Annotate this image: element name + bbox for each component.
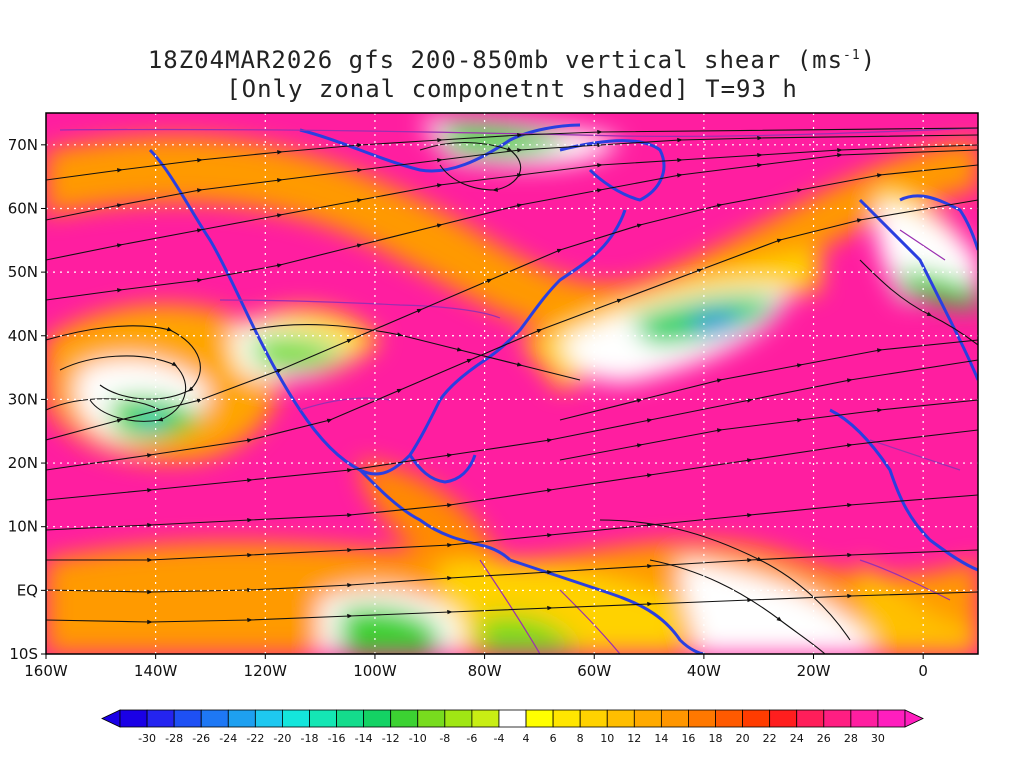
lat-tick-label: 10N bbox=[8, 518, 38, 536]
colorbar-box bbox=[606, 709, 635, 728]
colorbar-box bbox=[227, 709, 256, 728]
colorbar-label: 14 bbox=[654, 732, 668, 745]
colorbar-left-arrow bbox=[101, 709, 121, 728]
colorbar: -30 -28 -26 -24 -22 -20 -18 -16 -14 -12 -10 -8 -6 -4 4… bbox=[101, 709, 924, 745]
colorbar-label: -16 bbox=[328, 732, 346, 745]
colorbar-label: -28 bbox=[165, 732, 183, 745]
lat-tick-label: 60N bbox=[8, 199, 38, 217]
colorbar-box bbox=[823, 709, 852, 728]
lon-tick-label: 120W bbox=[244, 662, 288, 680]
colorbar-box bbox=[336, 709, 365, 728]
lat-tick-label: 10S bbox=[9, 645, 38, 663]
lat-tick-label: 20N bbox=[8, 454, 38, 472]
colorbar-box bbox=[769, 709, 798, 728]
lat-tick-label: 70N bbox=[8, 136, 38, 154]
colorbar-box bbox=[715, 709, 743, 728]
lat-tick-label: 40N bbox=[8, 327, 38, 345]
colorbar-right-arrow bbox=[904, 709, 924, 728]
colorbar-label: -24 bbox=[219, 732, 237, 745]
colorbar-box bbox=[119, 709, 148, 728]
lon-axis: 160W 140W 120W 100W 80W 60W 40W 20W 0 bbox=[24, 654, 928, 680]
colorbar-box bbox=[688, 709, 716, 728]
map-frame bbox=[45, 112, 979, 655]
colorbar-box bbox=[254, 709, 283, 728]
title-superscript: -1 bbox=[843, 48, 861, 63]
colorbar-box bbox=[390, 709, 419, 728]
figure-title: 18Z04MAR2026 gfs 200-850mb vertical shea… bbox=[0, 46, 1024, 74]
colorbar-box bbox=[498, 709, 527, 728]
colorbar-label: 4 bbox=[523, 732, 530, 745]
lat-grid bbox=[46, 144, 978, 591]
colorbar-label: 20 bbox=[736, 732, 750, 745]
colorbar-box bbox=[877, 709, 906, 728]
colorbar-label: -22 bbox=[246, 732, 264, 745]
colorbar-label: 6 bbox=[550, 732, 557, 745]
lon-tick-label: 20W bbox=[797, 662, 831, 680]
lon-tick-label: 140W bbox=[134, 662, 178, 680]
colorbar-label: 28 bbox=[844, 732, 858, 745]
colorbar-label: 24 bbox=[790, 732, 804, 745]
lon-tick-label: 100W bbox=[353, 662, 397, 680]
colorbar-label: 10 bbox=[600, 732, 614, 745]
colorbar-box bbox=[444, 709, 473, 728]
lon-tick-label: 160W bbox=[24, 662, 68, 680]
colorbar-label: 18 bbox=[709, 732, 723, 745]
colorbar-box bbox=[417, 709, 446, 728]
colorbar-label: -20 bbox=[273, 732, 291, 745]
figure-subtitle: [Only zonal componetnt shaded] T=93 h bbox=[226, 75, 798, 103]
colorbar-label: 16 bbox=[681, 732, 695, 745]
colorbar-label: 8 bbox=[577, 732, 584, 745]
lat-axis: 70N 60N 50N 40N 30N 20N 10N EQ 10S bbox=[8, 136, 46, 663]
colorbar-label: -4 bbox=[493, 732, 504, 745]
colorbar-box bbox=[282, 709, 310, 728]
map-panel bbox=[46, 113, 978, 654]
colorbar-box bbox=[552, 709, 581, 728]
colorbar-label: -10 bbox=[409, 732, 427, 745]
colorbar-label: 26 bbox=[817, 732, 831, 745]
lat-tick-label: 50N bbox=[8, 263, 38, 281]
colorbar-label: -14 bbox=[355, 732, 373, 745]
colorbar-box bbox=[660, 709, 689, 728]
lat-tick-label: EQ bbox=[17, 581, 38, 599]
title-prefix: 18Z04MAR2026 gfs 200-850mb vertical shea… bbox=[147, 46, 844, 74]
colorbar-label: -12 bbox=[382, 732, 400, 745]
streamlines bbox=[46, 127, 978, 654]
colorbar-box bbox=[173, 709, 202, 728]
lon-tick-label: 0 bbox=[918, 662, 928, 680]
lon-tick-label: 60W bbox=[577, 662, 611, 680]
colorbar-label: -6 bbox=[466, 732, 477, 745]
colorbar-label: -18 bbox=[300, 732, 318, 745]
colorbar-label: -26 bbox=[192, 732, 210, 745]
colorbar-box bbox=[525, 709, 554, 728]
lon-tick-label: 40W bbox=[687, 662, 721, 680]
colorbar-label: -30 bbox=[138, 732, 156, 745]
colorbar-box bbox=[850, 709, 879, 728]
colorbar-box bbox=[742, 709, 771, 728]
colorbar-box bbox=[796, 709, 825, 728]
colorbar-box bbox=[200, 709, 229, 728]
colorbar-box bbox=[471, 709, 500, 728]
colorbar-label: 30 bbox=[871, 732, 885, 745]
colorbar-label: 12 bbox=[627, 732, 641, 745]
colorbar-label: -8 bbox=[439, 732, 450, 745]
colorbar-box bbox=[146, 709, 175, 728]
lon-tick-label: 80W bbox=[468, 662, 502, 680]
title-suffix: ) bbox=[860, 46, 877, 74]
colorbar-box bbox=[363, 709, 392, 728]
colorbar-box bbox=[633, 709, 662, 728]
lat-tick-label: 30N bbox=[8, 390, 38, 408]
colorbar-box bbox=[579, 709, 608, 728]
colorbar-label: 22 bbox=[763, 732, 777, 745]
colorbar-box bbox=[309, 709, 337, 728]
